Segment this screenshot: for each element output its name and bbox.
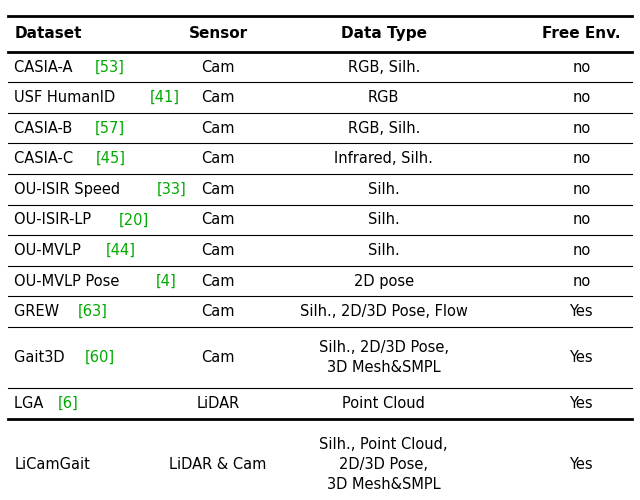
Text: OU-MVLP Pose: OU-MVLP Pose xyxy=(14,274,124,288)
Text: OU-MVLP: OU-MVLP xyxy=(14,243,86,258)
Text: [20]: [20] xyxy=(119,212,149,228)
Text: Yes: Yes xyxy=(570,457,593,472)
Text: RGB, Silh.: RGB, Silh. xyxy=(348,60,420,74)
Text: no: no xyxy=(572,243,590,258)
Text: OU-ISIR-LP: OU-ISIR-LP xyxy=(14,212,96,228)
Text: LGA: LGA xyxy=(14,396,48,411)
Text: Silh., 2D/3D Pose,
3D Mesh&SMPL: Silh., 2D/3D Pose, 3D Mesh&SMPL xyxy=(319,340,449,375)
Text: no: no xyxy=(572,60,590,74)
Text: Infrared, Silh.: Infrared, Silh. xyxy=(334,152,433,166)
Text: CASIA-B: CASIA-B xyxy=(14,120,77,136)
Text: Gait3D: Gait3D xyxy=(14,350,69,365)
Text: LiDAR: LiDAR xyxy=(196,396,239,411)
Text: [53]: [53] xyxy=(95,60,125,74)
Text: [63]: [63] xyxy=(78,304,108,319)
Text: Cam: Cam xyxy=(202,274,235,288)
Text: Silh., 2D/3D Pose, Flow: Silh., 2D/3D Pose, Flow xyxy=(300,304,468,319)
Text: LiDAR & Cam: LiDAR & Cam xyxy=(170,457,267,472)
Text: Silh.: Silh. xyxy=(368,243,399,258)
Text: Data Type: Data Type xyxy=(340,26,427,42)
Text: Cam: Cam xyxy=(202,212,235,228)
Text: [4]: [4] xyxy=(156,274,176,288)
Text: Silh., Point Cloud,
2D/3D Pose,
3D Mesh&SMPL: Silh., Point Cloud, 2D/3D Pose, 3D Mesh&… xyxy=(319,438,448,492)
Text: GREW: GREW xyxy=(14,304,64,319)
Text: [57]: [57] xyxy=(95,120,125,136)
Text: Cam: Cam xyxy=(202,243,235,258)
Text: Yes: Yes xyxy=(570,304,593,319)
Text: [44]: [44] xyxy=(106,243,136,258)
Text: Sensor: Sensor xyxy=(189,26,248,42)
Text: Cam: Cam xyxy=(202,120,235,136)
Text: no: no xyxy=(572,90,590,105)
Text: no: no xyxy=(572,212,590,228)
Text: Cam: Cam xyxy=(202,90,235,105)
Text: [45]: [45] xyxy=(96,152,126,166)
Text: Cam: Cam xyxy=(202,304,235,319)
Text: USF HumanID: USF HumanID xyxy=(14,90,120,105)
Text: Free Env.: Free Env. xyxy=(542,26,621,42)
Text: Silh.: Silh. xyxy=(368,212,399,228)
Text: Yes: Yes xyxy=(570,396,593,411)
Text: CASIA-A: CASIA-A xyxy=(14,60,77,74)
Text: no: no xyxy=(572,182,590,197)
Text: OU-ISIR Speed: OU-ISIR Speed xyxy=(14,182,125,197)
Text: Point Cloud: Point Cloud xyxy=(342,396,425,411)
Text: 2D pose: 2D pose xyxy=(354,274,414,288)
Text: RGB, Silh.: RGB, Silh. xyxy=(348,120,420,136)
Text: CASIA-C: CASIA-C xyxy=(14,152,78,166)
Text: Cam: Cam xyxy=(202,350,235,365)
Text: Cam: Cam xyxy=(202,152,235,166)
Text: Dataset: Dataset xyxy=(14,26,82,42)
Text: RGB: RGB xyxy=(368,90,399,105)
Text: [6]: [6] xyxy=(58,396,79,411)
Text: Silh.: Silh. xyxy=(368,182,399,197)
Text: [60]: [60] xyxy=(85,350,115,365)
Text: no: no xyxy=(572,152,590,166)
Text: Cam: Cam xyxy=(202,60,235,74)
Text: Cam: Cam xyxy=(202,182,235,197)
Text: [33]: [33] xyxy=(156,182,186,197)
Text: no: no xyxy=(572,120,590,136)
Text: no: no xyxy=(572,274,590,288)
Text: Yes: Yes xyxy=(570,350,593,365)
Text: [41]: [41] xyxy=(150,90,180,105)
Text: LiCamGait: LiCamGait xyxy=(14,457,90,472)
